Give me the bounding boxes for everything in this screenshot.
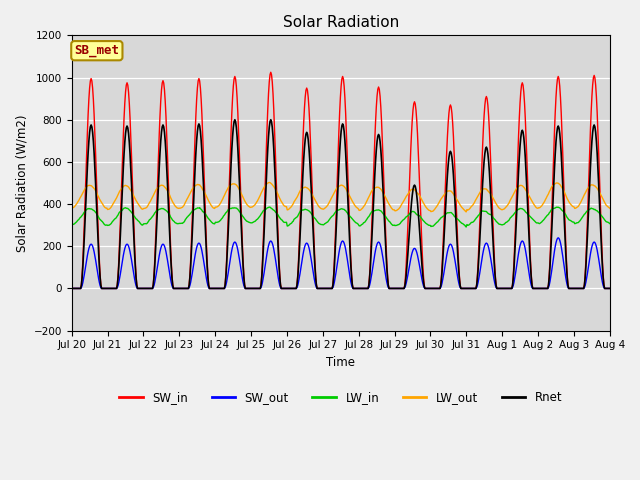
Rnet bbox=[77, 282, 85, 288]
Line: LW_in: LW_in bbox=[72, 207, 610, 227]
LW_out bbox=[216, 201, 224, 207]
LW_in bbox=[606, 221, 614, 227]
SW_in bbox=[133, 282, 141, 288]
LW_in bbox=[133, 216, 141, 222]
Line: LW_out: LW_out bbox=[72, 182, 610, 212]
SW_in bbox=[267, 70, 275, 75]
Legend: SW_in, SW_out, LW_in, LW_out, Rnet: SW_in, SW_out, LW_in, LW_out, Rnet bbox=[115, 387, 567, 409]
SW_in bbox=[216, 286, 224, 291]
Line: SW_out: SW_out bbox=[72, 238, 610, 288]
SW_out bbox=[188, 276, 195, 281]
SW_in bbox=[407, 147, 415, 153]
SW_out bbox=[406, 260, 414, 265]
SW_in bbox=[422, 286, 430, 291]
LW_out bbox=[407, 187, 415, 193]
LW_in bbox=[266, 204, 273, 210]
LW_out bbox=[133, 199, 141, 204]
Rnet bbox=[606, 286, 614, 291]
SW_in bbox=[68, 286, 76, 291]
SW_in bbox=[188, 239, 195, 245]
Title: Solar Radiation: Solar Radiation bbox=[283, 15, 399, 30]
Line: SW_in: SW_in bbox=[72, 72, 610, 288]
Y-axis label: Solar Radiation (W/m2): Solar Radiation (W/m2) bbox=[15, 114, 28, 252]
LW_in bbox=[188, 210, 195, 216]
LW_in bbox=[462, 224, 470, 230]
LW_out bbox=[266, 180, 273, 185]
SW_out bbox=[216, 286, 224, 291]
SW_out bbox=[68, 286, 76, 291]
LW_out bbox=[462, 209, 470, 215]
LW_in bbox=[216, 218, 224, 224]
Rnet bbox=[188, 249, 195, 255]
LW_in bbox=[422, 221, 430, 227]
SW_out bbox=[554, 235, 562, 240]
LW_out bbox=[422, 205, 430, 211]
Rnet bbox=[133, 283, 141, 288]
SW_out bbox=[422, 286, 429, 291]
LW_out bbox=[188, 188, 195, 194]
Rnet bbox=[68, 286, 76, 291]
LW_out bbox=[77, 193, 85, 199]
SW_in bbox=[77, 281, 85, 287]
Rnet bbox=[231, 117, 239, 122]
SW_in bbox=[606, 286, 614, 291]
SW_out bbox=[133, 285, 141, 290]
Rnet bbox=[422, 286, 430, 291]
LW_in bbox=[407, 209, 415, 215]
LW_out bbox=[68, 205, 76, 211]
LW_in bbox=[68, 222, 76, 228]
Text: SB_met: SB_met bbox=[74, 44, 119, 57]
SW_out bbox=[606, 286, 614, 291]
LW_in bbox=[77, 214, 85, 219]
Line: Rnet: Rnet bbox=[72, 120, 610, 288]
X-axis label: Time: Time bbox=[326, 356, 355, 369]
Rnet bbox=[216, 286, 224, 291]
SW_out bbox=[77, 285, 85, 290]
Rnet bbox=[407, 209, 415, 215]
LW_out bbox=[606, 205, 614, 211]
